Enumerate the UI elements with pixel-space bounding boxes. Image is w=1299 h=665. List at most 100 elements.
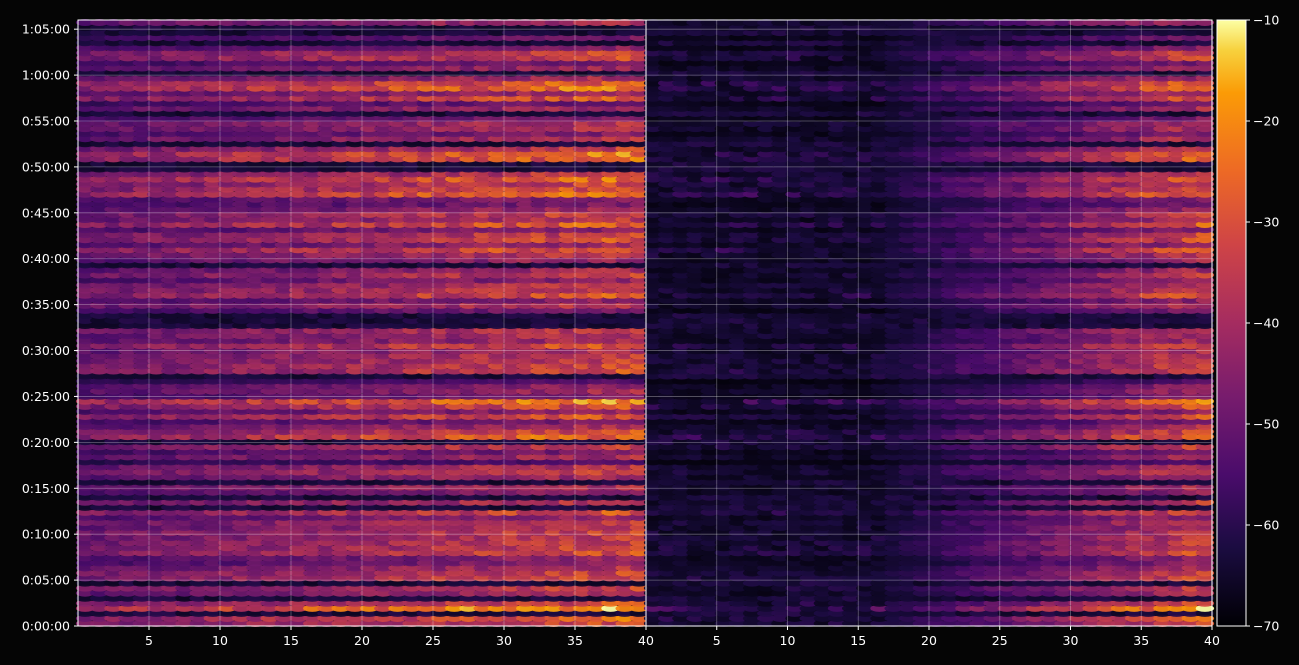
heatmap-cell	[615, 569, 634, 577]
heatmap-cell	[587, 599, 606, 607]
heatmap-cell	[232, 614, 251, 622]
heatmap-cell	[544, 589, 563, 597]
heatmap-cell	[459, 574, 478, 582]
heatmap-cell	[317, 619, 336, 628]
heatmap-cell	[217, 559, 237, 567]
left-heatmap-cells	[75, 18, 649, 628]
heatmap-cell	[161, 584, 180, 592]
heatmap-cell	[430, 579, 450, 587]
heatmap-cell	[288, 604, 308, 612]
heatmap-cell	[246, 619, 265, 628]
heatmap-cell	[374, 594, 393, 602]
heatmap-cell	[430, 589, 450, 597]
heatmap-cell	[246, 584, 265, 592]
x-tick-label: 15	[283, 633, 299, 648]
heatmap-cell	[445, 564, 464, 572]
heatmap-cell	[487, 599, 507, 607]
heatmap-cell	[161, 554, 180, 562]
heatmap-cell	[601, 574, 620, 582]
heatmap-cell	[572, 564, 592, 572]
heatmap-cell	[402, 619, 421, 628]
heatmap-cell	[388, 584, 407, 592]
heatmap-cell	[601, 589, 620, 597]
heatmap-cell	[530, 559, 549, 567]
heatmap-cell	[459, 594, 478, 602]
heatmap-cell	[374, 579, 393, 587]
x-tick-label: 30	[496, 633, 512, 648]
heatmap-cell	[516, 564, 535, 572]
heatmap-cell	[345, 614, 365, 622]
heatmap-cell	[402, 589, 421, 597]
heatmap-cell	[544, 599, 563, 607]
heatmap-cell	[402, 564, 421, 572]
heatmap-cell	[317, 604, 336, 612]
heatmap-cell	[402, 594, 421, 602]
heatmap-cell	[175, 614, 194, 622]
heatmap-cell	[175, 604, 194, 612]
heatmap-cell	[104, 589, 123, 597]
heatmap-cell	[501, 579, 521, 587]
heatmap-cell	[629, 589, 649, 597]
heatmap-cell	[217, 619, 237, 628]
heatmap-cell	[303, 599, 322, 607]
heatmap-cell	[587, 594, 606, 602]
heatmap-cell	[303, 579, 322, 587]
heatmap-cell	[118, 579, 137, 587]
heatmap-cell	[203, 619, 223, 628]
heatmap-cell	[416, 564, 436, 572]
heatmap-cell	[572, 569, 592, 577]
heatmap-cell	[90, 559, 109, 567]
heatmap-cell	[516, 574, 535, 582]
heatmap-cell	[132, 564, 152, 572]
heatmap-cell	[544, 574, 563, 582]
heatmap-cell	[558, 594, 578, 602]
heatmap-cell	[317, 609, 336, 617]
heatmap-cell	[359, 609, 379, 617]
heatmap-cell	[473, 599, 492, 607]
heatmap-cell	[246, 594, 265, 602]
heatmap-cell	[345, 564, 365, 572]
heatmap-cell	[217, 604, 237, 612]
heatmap-cell	[331, 579, 350, 587]
heatmap-cell	[558, 589, 578, 597]
heatmap-cell	[203, 604, 223, 612]
heatmap-cell	[572, 579, 592, 587]
heatmap-cell	[288, 619, 308, 628]
heatmap-cell	[516, 569, 535, 577]
heatmap-cell	[416, 594, 436, 602]
heatmap-cell	[161, 559, 180, 567]
heatmap-cell	[558, 614, 578, 622]
heatmap-cell	[374, 614, 393, 622]
heatmap-cell	[146, 609, 166, 617]
heatmap-cell	[374, 619, 393, 628]
heatmap-cell	[260, 584, 279, 592]
heatmap-cell	[331, 589, 350, 597]
heatmap-cell	[260, 599, 279, 607]
heatmap-cell	[587, 609, 606, 617]
heatmap-cell	[331, 619, 350, 628]
heatmap-cell	[516, 594, 535, 602]
heatmap-cell	[530, 584, 549, 592]
heatmap-cell	[317, 614, 336, 622]
y-tick-label: 0:30:00	[22, 343, 70, 358]
heatmap-cell	[558, 604, 578, 612]
heatmap-cell	[345, 574, 365, 582]
heatmap-cell	[260, 579, 279, 587]
heatmap-cell	[132, 559, 152, 567]
heatmap-cell	[274, 574, 294, 582]
heatmap-cell	[118, 604, 137, 612]
heatmap-cell	[530, 599, 549, 607]
heatmap-cell	[288, 584, 308, 592]
heatmap-cell	[260, 554, 279, 562]
heatmap-cell	[388, 594, 407, 602]
heatmap-cell	[288, 554, 308, 562]
heatmap-cell	[430, 559, 450, 567]
heatmap-cell	[260, 559, 279, 567]
heatmap-cell	[90, 574, 109, 582]
heatmap-cell	[161, 574, 180, 582]
heatmap-cell	[445, 584, 464, 592]
heatmap-cell	[104, 609, 123, 617]
heatmap-cell	[90, 564, 109, 572]
heatmap-cell	[132, 554, 152, 562]
heatmap-cell	[303, 619, 322, 628]
